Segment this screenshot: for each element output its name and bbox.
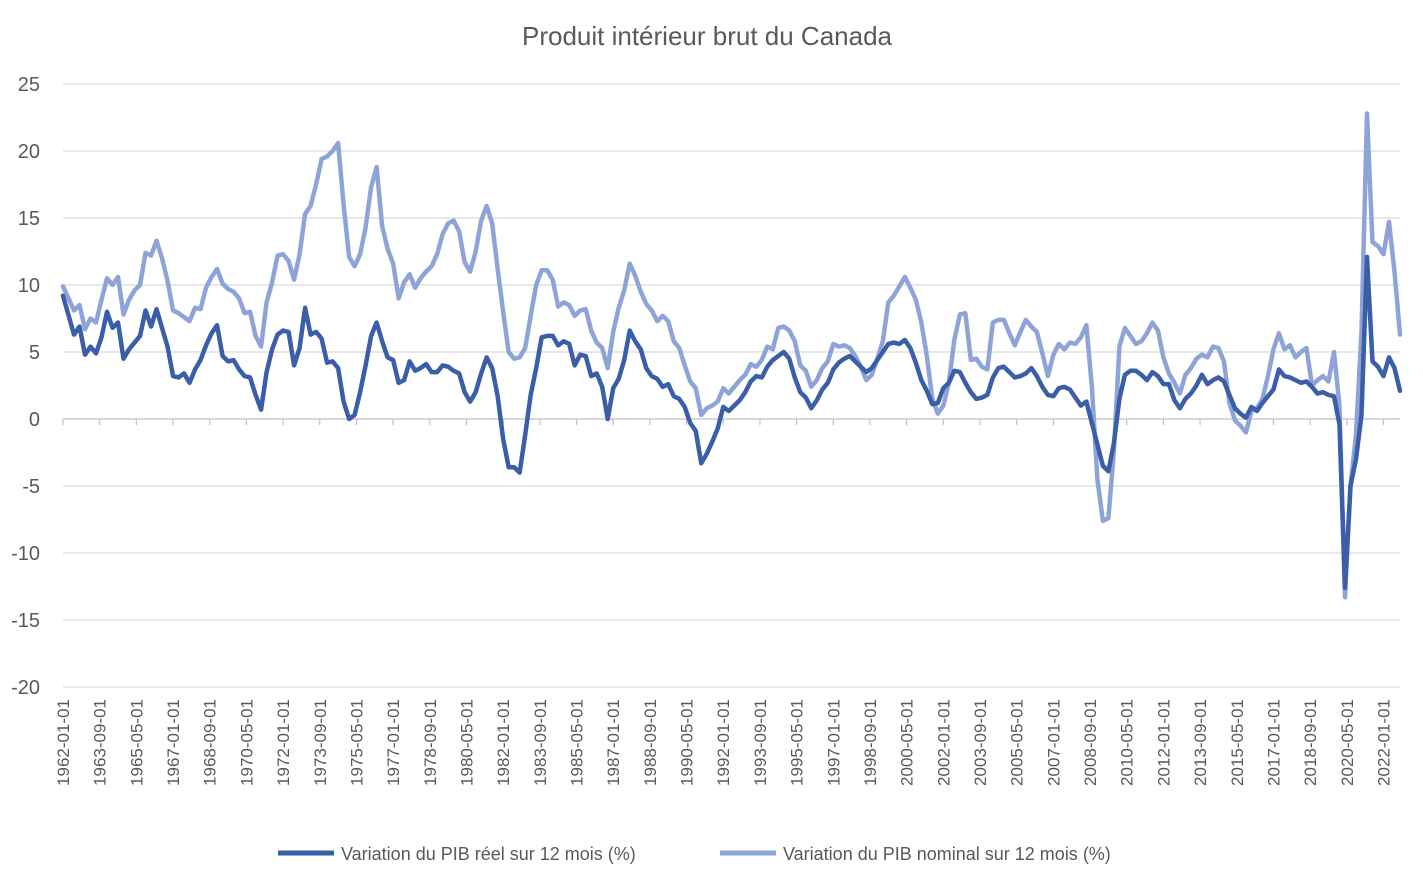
y-axis-ticks: 25 20 15 10 5 0 -5 -10 -15 -20 (11, 74, 40, 699)
series-line-0 (60, 254, 1403, 591)
y-tick-label: 0 (29, 409, 40, 431)
x-tick-label: 1990-05-01 (678, 699, 697, 786)
y-tick-label: 15 (18, 208, 40, 230)
series-lines (60, 111, 1403, 600)
x-tick-label: 1985-05-01 (568, 699, 587, 786)
series-line-1 (60, 111, 1403, 600)
y-tick-label: -20 (11, 677, 40, 699)
x-tick-label: 2017-01-01 (1264, 699, 1283, 786)
legend: Variation du PIB réel sur 12 mois (%) Var… (278, 844, 1111, 864)
y-tick-label: -15 (11, 610, 40, 632)
x-tick-label: 1997-01-01 (824, 699, 843, 786)
x-tick-label: 1998-09-01 (861, 699, 880, 786)
x-tick-label: 2022-01-01 (1374, 699, 1393, 786)
x-tick-label: 1977-01-01 (384, 699, 403, 786)
x-tick-label: 1995-05-01 (788, 699, 807, 786)
x-tick-label: 2002-01-01 (934, 699, 953, 786)
x-tick-label: 2005-05-01 (1008, 699, 1027, 786)
x-tick-label: 1965-05-01 (127, 699, 146, 786)
x-tick-label: 1980-05-01 (457, 699, 476, 786)
gridlines (63, 83, 1400, 688)
legend-label: Variation du PIB nominal sur 12 mois (%) (783, 844, 1111, 864)
x-tick-label: 1975-05-01 (347, 699, 366, 786)
x-tick-label: 2013-09-01 (1191, 699, 1210, 786)
x-tick-label: 2018-09-01 (1301, 699, 1320, 786)
x-tick-label: 1992-01-01 (714, 699, 733, 786)
x-tick-label: 1968-09-01 (201, 699, 220, 786)
x-tick-label: 2007-01-01 (1044, 699, 1063, 786)
x-tick-label: 2003-09-01 (971, 699, 990, 786)
x-axis: 1962-01-01 1963-09-01 1965-05-01 1967-01-01… (54, 419, 1393, 786)
y-tick-label: 25 (18, 74, 40, 96)
x-tick-label: 2015-05-01 (1228, 699, 1247, 786)
x-tick-label: 1973-09-01 (311, 699, 330, 786)
x-tick-label: 1988-09-01 (641, 699, 660, 786)
chart-title: Produit intérieur brut du Canada (522, 21, 893, 51)
x-tick-label: 1978-09-01 (421, 699, 440, 786)
y-tick-label: -10 (11, 543, 40, 565)
x-tick-label: 1972-01-01 (274, 699, 293, 786)
x-tick-label: 1982-01-01 (494, 699, 513, 786)
x-tick-label: 1983-09-01 (531, 699, 550, 786)
x-tick-label: 1993-09-01 (751, 699, 770, 786)
y-tick-label: -5 (22, 476, 40, 498)
y-tick-label: 20 (18, 141, 40, 163)
x-tick-label: 1970-05-01 (237, 699, 256, 786)
legend-label: Variation du PIB réel sur 12 mois (%) (341, 844, 636, 864)
x-tick-label: 2010-05-01 (1118, 699, 1137, 786)
x-tick-label: 2012-01-01 (1154, 699, 1173, 786)
x-tick-label: 1963-09-01 (91, 699, 110, 786)
x-tick-label: 2000-05-01 (898, 699, 917, 786)
x-tick-label: 1967-01-01 (164, 699, 183, 786)
x-tick-label: 1987-01-01 (604, 699, 623, 786)
x-tick-label: 2020-05-01 (1338, 699, 1357, 786)
y-tick-label: 10 (18, 275, 40, 297)
x-tick-label: 2008-09-01 (1081, 699, 1100, 786)
y-tick-label: 5 (29, 342, 40, 364)
x-tick-label: 1962-01-01 (54, 699, 73, 786)
